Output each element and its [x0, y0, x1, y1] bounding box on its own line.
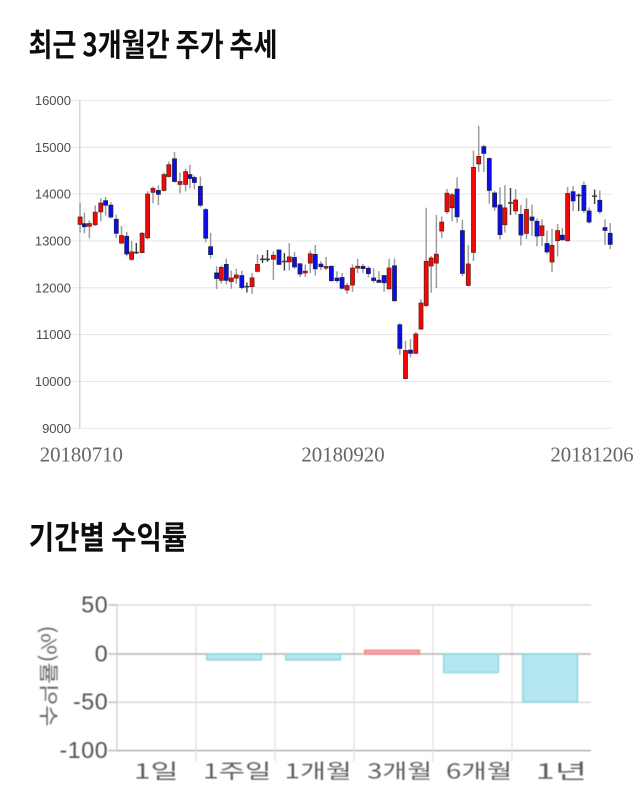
svg-text:10000: 10000 — [35, 374, 71, 389]
svg-text:16000: 16000 — [35, 93, 71, 108]
svg-text:50: 50 — [81, 591, 108, 617]
svg-text:20180710: 20180710 — [40, 443, 123, 466]
svg-text:15000: 15000 — [35, 140, 71, 155]
svg-text:20181206: 20181206 — [550, 443, 633, 466]
svg-text:0: 0 — [95, 640, 109, 666]
svg-text:11000: 11000 — [36, 327, 71, 342]
svg-text:12000: 12000 — [35, 280, 71, 295]
svg-text:9000: 9000 — [42, 421, 71, 436]
svg-text:13000: 13000 — [35, 234, 71, 249]
svg-text:-100: -100 — [59, 737, 108, 763]
svg-text:20180920: 20180920 — [301, 443, 384, 466]
svg-text:14000: 14000 — [35, 187, 71, 202]
svg-text:-50: -50 — [73, 689, 108, 715]
